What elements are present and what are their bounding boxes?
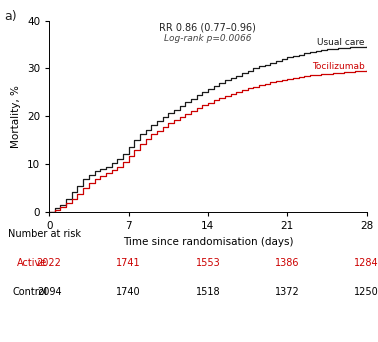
Text: 1741: 1741: [116, 258, 141, 268]
Text: a): a): [4, 10, 16, 23]
Y-axis label: Mortality, %: Mortality, %: [11, 85, 22, 148]
Text: Usual care: Usual care: [317, 38, 364, 47]
Text: Number at risk: Number at risk: [8, 229, 81, 239]
Text: Tocilizumab: Tocilizumab: [311, 62, 364, 70]
Text: 2094: 2094: [37, 287, 62, 297]
Text: Log-rank p=0.0066: Log-rank p=0.0066: [164, 34, 252, 43]
Text: 1740: 1740: [116, 287, 141, 297]
Text: 1250: 1250: [354, 287, 378, 297]
Text: Control: Control: [12, 287, 47, 297]
Text: 1284: 1284: [354, 258, 378, 268]
Text: 1518: 1518: [195, 287, 220, 297]
Text: 2022: 2022: [37, 258, 62, 268]
Text: 1372: 1372: [275, 287, 300, 297]
Text: Active: Active: [17, 258, 47, 268]
X-axis label: Time since randomisation (days): Time since randomisation (days): [122, 237, 293, 247]
Text: 1553: 1553: [195, 258, 220, 268]
Text: RR 0.86 (0.77–0.96): RR 0.86 (0.77–0.96): [160, 23, 256, 33]
Text: 1386: 1386: [275, 258, 299, 268]
